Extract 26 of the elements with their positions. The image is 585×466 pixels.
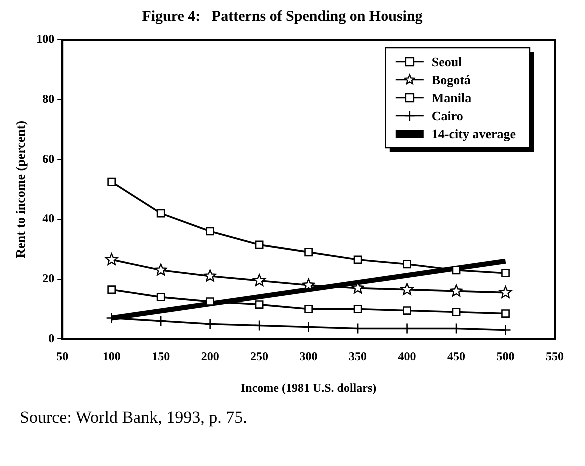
x-tick-label: 350 <box>349 349 368 364</box>
y-tick-label: 40 <box>42 212 55 226</box>
x-tick-label: 450 <box>448 349 466 364</box>
legend-label: Bogotá <box>432 72 472 88</box>
x-tick-label: 500 <box>496 349 515 364</box>
x-tick-label: 100 <box>102 349 121 364</box>
legend-label: Manila <box>432 90 472 106</box>
y-tick-label: 100 <box>36 32 55 46</box>
x-axis-title: Income (1981 U.S. dollars) <box>240 380 377 395</box>
y-axis-title: Rent to income (percent) <box>13 120 28 258</box>
y-tick-label: 0 <box>48 331 55 346</box>
y-tick-label: 60 <box>42 152 55 166</box>
legend-label: 14-city average <box>432 126 516 142</box>
x-tick-label: 200 <box>201 349 220 364</box>
legend-label: Seoul <box>432 54 463 70</box>
x-tick-label: 550 <box>546 349 564 364</box>
x-tick-label: 300 <box>300 349 318 364</box>
source-note: Source: World Bank, 1993, p. 75. <box>20 408 248 428</box>
chart-title: Figure 4: Patterns of Spending on Housing <box>142 8 424 25</box>
legend-label: Cairo <box>432 108 464 124</box>
x-tick-label: 400 <box>398 349 416 364</box>
x-tick-label: 250 <box>250 349 269 364</box>
y-tick-label: 20 <box>42 271 55 286</box>
x-tick-label: 150 <box>152 349 170 364</box>
x-tick-label: 50 <box>56 349 69 364</box>
y-tick-label: 80 <box>42 92 55 106</box>
